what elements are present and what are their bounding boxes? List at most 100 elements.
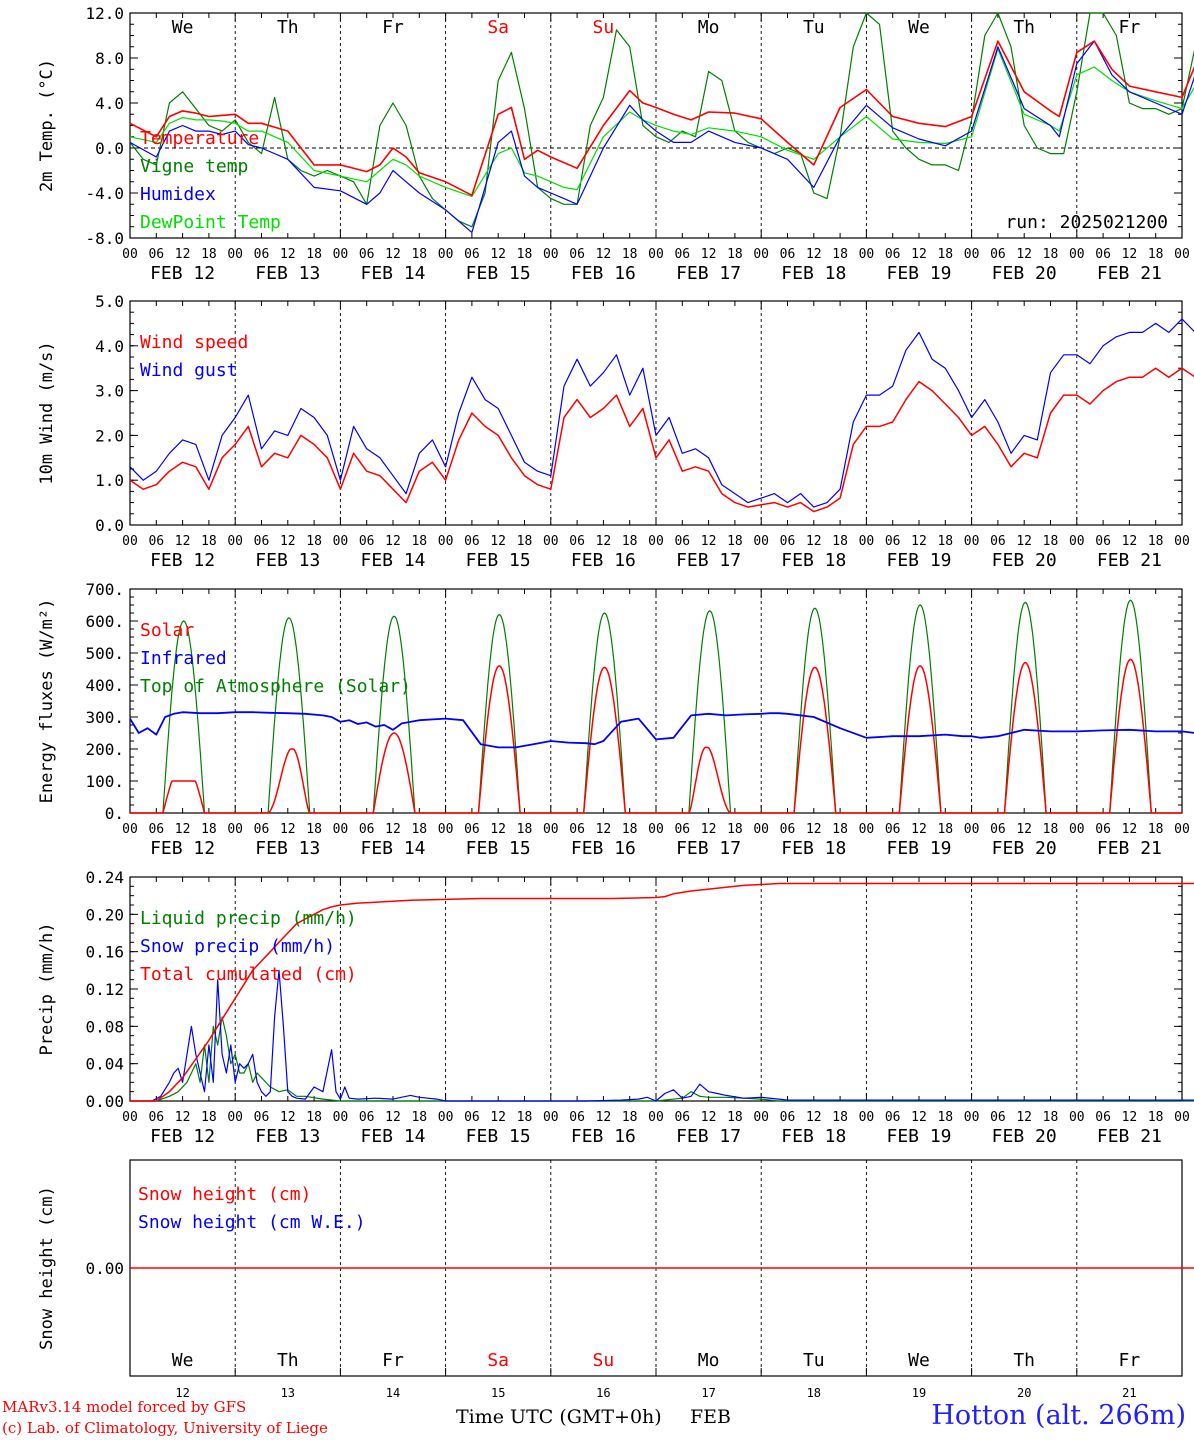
hour-tick-label: 00 — [1174, 247, 1190, 262]
panel-3-frame — [129, 588, 1183, 814]
hour-tick-label: 06 — [885, 1110, 901, 1125]
day-name-label: Su — [593, 1350, 615, 1371]
y-tick-label: 0.16 — [85, 943, 124, 962]
hour-tick-label: 06 — [885, 822, 901, 837]
hour-tick-label: 00 — [1174, 534, 1190, 549]
hour-tick-label: 06 — [990, 822, 1006, 837]
hour-tick-label: 12 — [1122, 247, 1138, 262]
legend-entry: Vigne temp — [140, 156, 248, 177]
hour-tick-label: 06 — [780, 247, 796, 262]
date-label: FEB 21 — [1097, 263, 1162, 284]
hour-tick-label: 06 — [359, 534, 375, 549]
hour-tick-label: 06 — [674, 247, 690, 262]
hour-tick-label: 18 — [201, 1110, 217, 1125]
y-tick-label: 0.08 — [85, 1017, 124, 1036]
series-line-top-of-atmosphere — [656, 610, 762, 814]
hour-tick-label: 18 — [306, 1110, 322, 1125]
hour-tick-label: 12 — [911, 1110, 927, 1125]
y-tick-label: 5.0 — [95, 292, 124, 311]
day-name-label: Fr — [382, 17, 404, 38]
hour-tick-label: 18 — [201, 247, 217, 262]
hour-tick-label: 06 — [674, 1110, 690, 1125]
date-label: FEB 17 — [676, 1126, 741, 1147]
hour-tick-label: 06 — [464, 1110, 480, 1125]
y-tick-label: 4.0 — [95, 337, 124, 356]
hour-tick-label: 12 — [806, 247, 822, 262]
station-label: Hotton (alt. 266m) — [931, 1400, 1186, 1431]
hour-tick-label: 06 — [780, 534, 796, 549]
date-label: FEB 12 — [150, 838, 215, 859]
legend-entry: DewPoint Temp — [140, 212, 281, 233]
hour-tick-label: 18 — [1043, 1110, 1059, 1125]
date-label: FEB 20 — [992, 1126, 1057, 1147]
hour-tick-label: 06 — [464, 822, 480, 837]
y-tick-label: 0.12 — [85, 980, 124, 999]
hour-tick-label: 00 — [227, 1110, 243, 1125]
y-axis-label: Snow height (cm) — [37, 1186, 57, 1350]
hour-tick-label: 00 — [1069, 534, 1085, 549]
hour-tick-label: 00 — [753, 247, 769, 262]
hour-tick-label: 12 — [596, 247, 612, 262]
hour-tick-label: 12 — [385, 822, 401, 837]
hour-tick-label: 06 — [569, 822, 585, 837]
hour-tick-label: 18 — [306, 822, 322, 837]
hour-tick-label: 18 — [832, 1110, 848, 1125]
series-line-total-cumulated — [130, 882, 1194, 1102]
day-name-label: Th — [277, 1350, 299, 1371]
y-tick-label: 0.20 — [85, 905, 124, 924]
hour-tick-label: 00 — [859, 247, 875, 262]
hour-tick-label: 00 — [543, 247, 559, 262]
date-label: FEB 21 — [1097, 1126, 1162, 1147]
hour-tick-label: 06 — [148, 1110, 164, 1125]
hour-tick-label: 12 — [280, 247, 296, 262]
hour-tick-label: 00 — [1069, 822, 1085, 837]
hour-tick-label: 12 — [701, 247, 717, 262]
hour-tick-label: 06 — [148, 534, 164, 549]
hour-tick-label: 06 — [990, 1110, 1006, 1125]
hour-tick-label: 12 — [911, 247, 927, 262]
hour-tick-label: 06 — [674, 822, 690, 837]
series-line-top-of-atmosphere — [235, 617, 341, 814]
series-line-vigne-temp — [129, 12, 1194, 228]
hour-tick-label: 18 — [411, 534, 427, 549]
date-label: FEB 14 — [360, 1126, 425, 1147]
y-tick-label: 0.04 — [85, 1055, 124, 1074]
hour-tick-label: 00 — [543, 534, 559, 549]
date-label: FEB 18 — [781, 838, 846, 859]
hour-tick-label: 18 — [1043, 822, 1059, 837]
hour-tick-label: 00 — [438, 1110, 454, 1125]
series-line-top-of-atmosphere — [971, 601, 1077, 814]
legend-entry: Humidex — [140, 184, 216, 205]
series-line-solar — [235, 748, 341, 814]
series-line-solar — [761, 666, 867, 814]
series-line-wind-gust — [129, 318, 1194, 508]
hour-tick-label: 18 — [1148, 247, 1164, 262]
hour-tick-label: 06 — [780, 822, 796, 837]
y-tick-label: 0. — [105, 804, 124, 823]
hour-tick-label: 18 — [517, 822, 533, 837]
hour-tick-label: 12 — [175, 1110, 191, 1125]
hour-tick-label: 06 — [569, 1110, 585, 1125]
series-line-top-of-atmosphere — [761, 607, 867, 814]
hour-tick-label: 00 — [333, 822, 349, 837]
hour-tick-label: 00 — [438, 247, 454, 262]
y-tick-label: 200. — [85, 740, 124, 759]
hour-tick-label: 18 — [411, 822, 427, 837]
hour-tick-label: 12 — [490, 1110, 506, 1125]
y-tick-label: 500. — [85, 644, 124, 663]
series-line-infrared — [129, 711, 1194, 749]
date-label: FEB 13 — [255, 838, 320, 859]
y-tick-label: 2.0 — [95, 426, 124, 445]
legend-entry: Wind gust — [140, 360, 238, 381]
hour-tick-label: 18 — [622, 1110, 638, 1125]
day-name-label: We — [908, 1350, 930, 1371]
day-name-label: Sa — [487, 17, 509, 38]
series-line-solar — [866, 664, 972, 814]
series-line-snow-precip — [130, 969, 1194, 1102]
y-axis-label: 2m Temp. (°C) — [37, 59, 57, 192]
hour-tick-label: 18 — [411, 1110, 427, 1125]
date-label: FEB 21 — [1097, 838, 1162, 859]
date-label: FEB 16 — [571, 1126, 636, 1147]
date-label: FEB 14 — [360, 838, 425, 859]
